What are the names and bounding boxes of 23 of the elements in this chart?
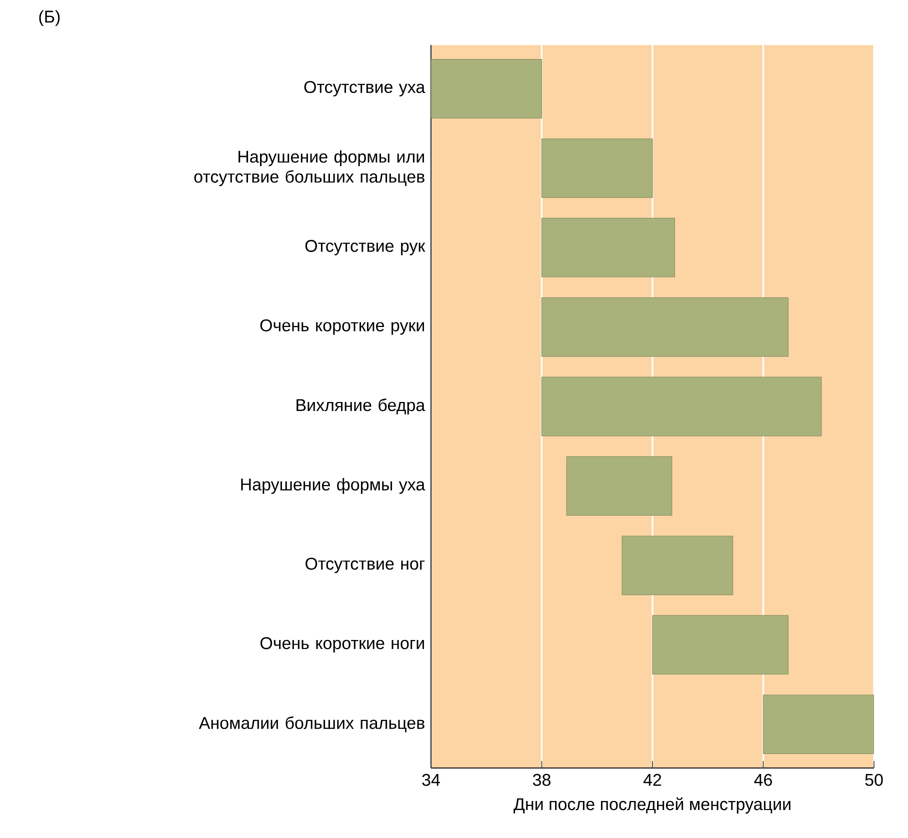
bar (541, 138, 653, 198)
bar (541, 297, 788, 357)
x-tick-label: 42 (643, 774, 662, 786)
y-tick-label: Аномалии больших пальцев (198, 716, 424, 732)
y-tick-label: Очень короткие руки (260, 319, 424, 335)
bar (541, 376, 822, 436)
bar (566, 456, 672, 516)
y-tick-label: Вихляние бедра (296, 398, 426, 414)
y-tick-label: Отсутствие ног (306, 558, 425, 574)
bar (652, 615, 788, 675)
text: (Б) (39, 10, 60, 26)
y-tick-label: Нарушение формы уха (241, 478, 426, 494)
x-tick-label: 50 (865, 774, 883, 786)
y-tick-label: Отсутствие уха (304, 81, 426, 96)
y-tick-label: Очень короткие ноги (260, 637, 424, 653)
bar (622, 536, 734, 596)
x-tick-label: 46 (754, 774, 772, 786)
y-tick-label: Нарушение формы или отсутствие больших пальцев (194, 150, 424, 186)
x-axis-title: Дни после последней менструации (514, 797, 790, 814)
bar (541, 218, 675, 278)
x-tick-label: 38 (532, 774, 550, 786)
y-tick-label: Отсутствие рук (305, 240, 426, 256)
x-tick-label: 34 (422, 774, 440, 786)
